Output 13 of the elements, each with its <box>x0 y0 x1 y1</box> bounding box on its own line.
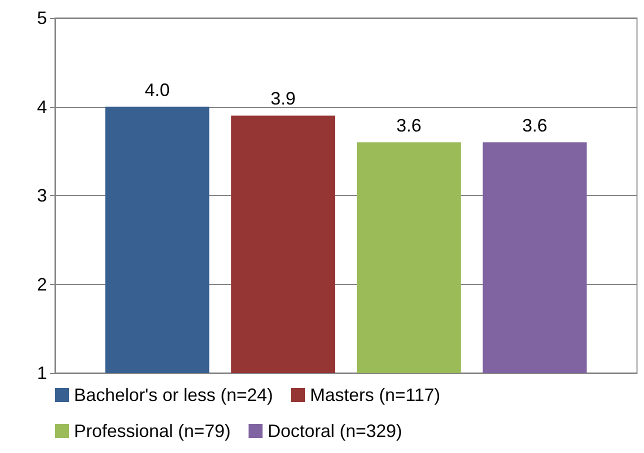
data-label: 3.6 <box>522 115 548 136</box>
legend-label: Doctoral (n=329) <box>268 421 402 441</box>
data-label: 3.9 <box>270 88 296 109</box>
legend-label: Masters (n=117) <box>310 385 440 405</box>
legend-label: Professional (n=79) <box>74 421 231 441</box>
y-tick-label: 4 <box>36 96 47 117</box>
data-label: 3.6 <box>396 115 422 136</box>
y-tick-label: 5 <box>36 8 47 28</box>
y-tick-label: 3 <box>36 186 47 206</box>
legend-label: Bachelor's or less (n=24) <box>74 385 274 405</box>
y-tick-label: 1 <box>36 363 47 383</box>
y-tick-label: 2 <box>36 274 47 294</box>
data-label: 4.0 <box>144 80 170 100</box>
